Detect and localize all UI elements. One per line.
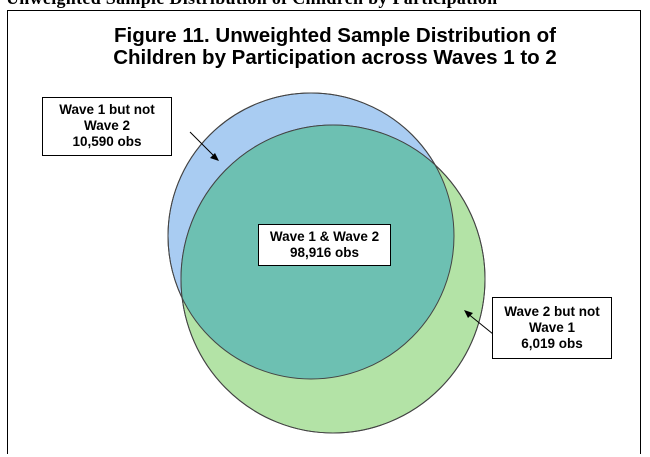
- overlap-line1: Wave 1 & Wave 2: [269, 229, 380, 244]
- truncated-caption: Unweighted Sample Distribution of Childr…: [0, 0, 650, 10]
- wave2-only-line2: Wave 1: [528, 320, 576, 335]
- wave1-only-label: Wave 1 but not Wave 2 10,590 obs: [42, 97, 172, 156]
- overlap-count: 98,916 obs: [289, 245, 360, 260]
- wave2-only-count: 6,019 obs: [521, 336, 583, 351]
- wave1-only-count: 10,590 obs: [72, 134, 142, 149]
- caption-text: Unweighted Sample Distribution of Childr…: [6, 0, 497, 9]
- figure-title-line2: Children by Participation across Waves 1…: [113, 46, 557, 69]
- wave2-only-label: Wave 2 but not Wave 1 6,019 obs: [492, 297, 612, 359]
- wave1-outline: [167, 92, 455, 380]
- wave2-pointer-line: [466, 312, 494, 335]
- wave1-only-line2: Wave 2: [83, 118, 131, 133]
- figure-frame: Figure 11. Unweighted Sample Distributio…: [7, 10, 641, 454]
- venn-diagram: [167, 92, 494, 434]
- overlap-label: Wave 1 & Wave 2 98,916 obs: [258, 224, 391, 266]
- wave2-only-line1: Wave 2 but not: [504, 304, 600, 319]
- wave1-pointer-line: [189, 131, 217, 159]
- wave2-pointer-arrowhead: [464, 310, 473, 318]
- wave1-only-line1: Wave 1 but not: [59, 102, 155, 117]
- figure-title-line1: Figure 11. Unweighted Sample Distributio…: [114, 24, 556, 47]
- wave1-pointer-arrowhead: [210, 153, 219, 161]
- figure-title: Figure 11. Unweighted Sample Distributio…: [68, 25, 602, 69]
- wave2-outline: [180, 124, 486, 434]
